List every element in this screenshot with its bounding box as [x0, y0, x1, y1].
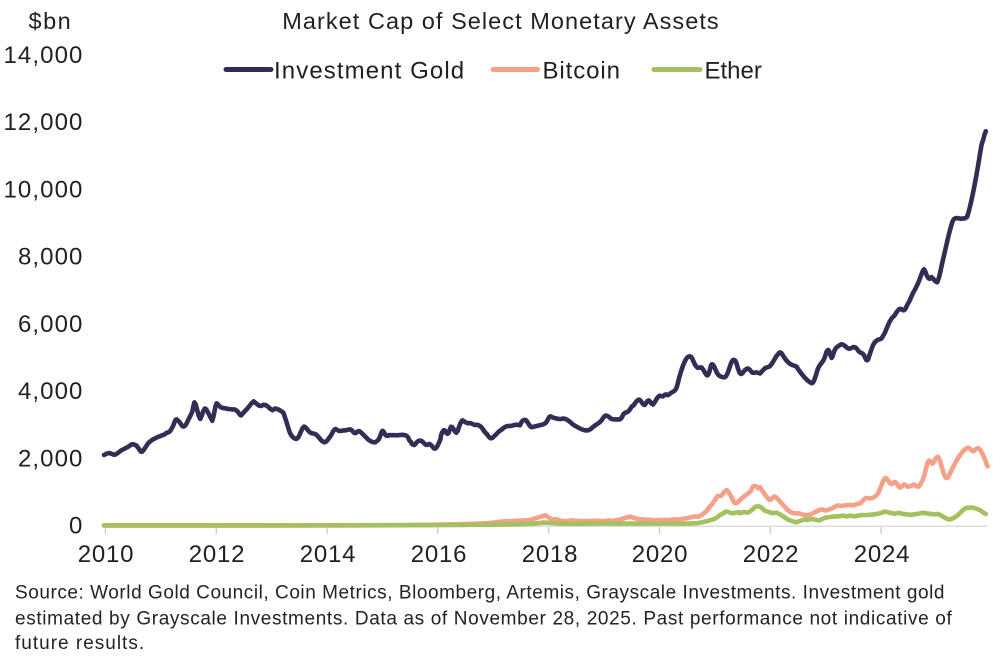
svg-text:future results.: future results. [15, 633, 145, 654]
svg-text:14,000: 14,000 [3, 42, 83, 69]
svg-text:2010: 2010 [78, 541, 135, 568]
svg-text:2014: 2014 [300, 541, 357, 568]
svg-text:estimated by Grayscale Investm: estimated by Grayscale Investments. Data… [15, 609, 952, 630]
svg-text:4,000: 4,000 [18, 378, 84, 405]
svg-text:0: 0 [69, 513, 83, 540]
svg-text:2016: 2016 [411, 541, 468, 568]
svg-text:Investment Gold: Investment Gold [274, 58, 465, 85]
svg-text:$bn: $bn [29, 8, 73, 34]
svg-text:10,000: 10,000 [3, 176, 83, 203]
svg-text:2024: 2024 [854, 541, 911, 568]
svg-text:Ether: Ether [705, 58, 762, 85]
svg-text:Market Cap of Select Monetary: Market Cap of Select Monetary Assets [282, 8, 719, 34]
svg-text:8,000: 8,000 [18, 244, 84, 271]
svg-text:2020: 2020 [632, 541, 689, 568]
svg-text:2,000: 2,000 [18, 445, 84, 472]
svg-text:2018: 2018 [522, 541, 579, 568]
svg-text:2012: 2012 [189, 541, 246, 568]
svg-text:Bitcoin: Bitcoin [543, 58, 621, 85]
svg-text:2022: 2022 [743, 541, 800, 568]
svg-text:6,000: 6,000 [18, 311, 84, 338]
svg-text:12,000: 12,000 [3, 109, 83, 136]
svg-text:Source: World Gold Council, Co: Source: World Gold Council, Coin Metrics… [15, 583, 945, 604]
